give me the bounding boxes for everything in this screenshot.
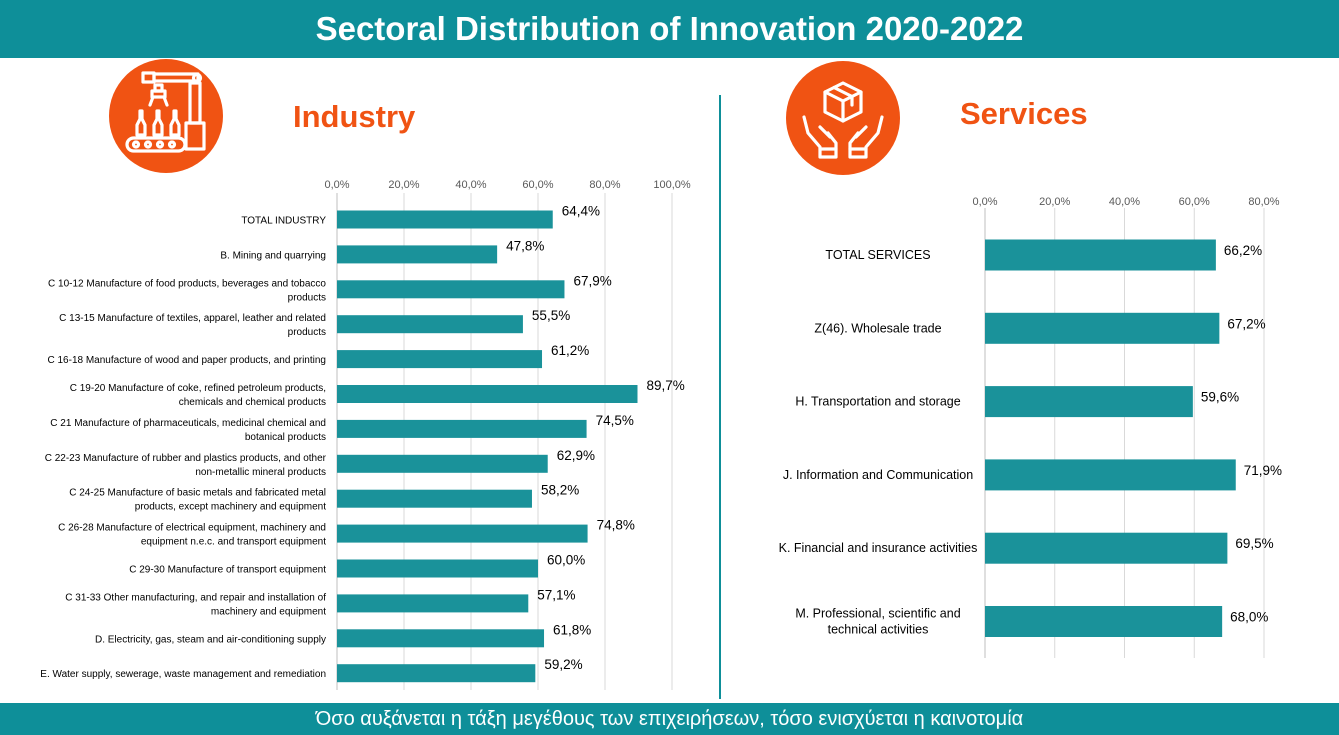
tick-label: 60,0%	[522, 179, 553, 191]
data-label: 69,5%	[1235, 536, 1273, 551]
tick-label: 80,0%	[1248, 196, 1279, 208]
bar	[337, 559, 538, 578]
data-label: 66,2%	[1224, 243, 1262, 258]
category-label: machinery and equipment	[211, 606, 326, 617]
bar	[985, 312, 1220, 344]
tick-label: 20,0%	[1039, 196, 1070, 208]
bar	[337, 489, 532, 508]
category-label: C 29-30 Manufacture of transport equipme…	[129, 565, 326, 576]
hands-holding-box-icon	[786, 61, 900, 175]
services-bar-chart: 0,0% 20,0% 40,0% 60,0% 80,0% 66,2% TOTAL SERVI…	[779, 196, 1282, 658]
category-label: E. Water supply, sewerage, waste managem…	[40, 669, 326, 680]
category-label: C 22-23 Manufacture of rubber and plasti…	[45, 453, 327, 464]
category-label: C 16-18 Manufacture of wood and paper pr…	[47, 355, 326, 366]
data-label: 61,2%	[551, 343, 589, 358]
tick-label: 40,0%	[1109, 196, 1140, 208]
data-label: 71,9%	[1244, 463, 1282, 478]
data-label: 61,8%	[553, 622, 591, 637]
category-label: C 24-25 Manufacture of basic metals and …	[69, 488, 326, 499]
category-label: non-metallic mineral products	[195, 467, 326, 478]
category-label: Z(46). Wholesale trade	[814, 321, 941, 335]
services-heading: Services	[960, 96, 1088, 131]
category-label: M. Professional, scientific and	[795, 607, 960, 621]
data-label: 59,6%	[1201, 390, 1239, 405]
data-label: 57,1%	[537, 587, 575, 602]
bar	[337, 245, 498, 264]
category-label: products, except machinery and equipment	[135, 502, 326, 513]
category-label: C 10-12 Manufacture of food products, be…	[48, 278, 326, 289]
bar	[985, 459, 1236, 491]
category-label: TOTAL SERVICES	[825, 248, 930, 262]
bar	[337, 664, 536, 683]
category-label: technical activities	[828, 623, 929, 637]
data-label: 62,9%	[557, 448, 595, 463]
data-label: 55,5%	[532, 308, 570, 323]
data-label: 67,9%	[573, 273, 611, 288]
tick-label: 60,0%	[1179, 196, 1210, 208]
category-label: C 13-15 Manufacture of textiles, apparel…	[59, 313, 326, 324]
data-label: 60,0%	[547, 553, 585, 568]
bar	[985, 532, 1228, 564]
category-label: H. Transportation and storage	[795, 395, 960, 409]
bar	[337, 419, 587, 438]
bar	[337, 280, 565, 299]
category-label: B. Mining and quarrying	[220, 250, 326, 261]
bar	[337, 629, 545, 648]
bar	[337, 385, 638, 403]
bar	[337, 350, 543, 369]
footer-text: Όσο αυξάνεται η τάξη μεγέθους των επιχει…	[315, 708, 1024, 730]
category-label: TOTAL INDUSTRY	[241, 216, 326, 227]
data-label: 59,2%	[544, 657, 582, 672]
category-label: D. Electricity, gas, steam and air-condi…	[95, 634, 326, 645]
bar	[985, 386, 1193, 418]
data-label: 47,8%	[506, 238, 544, 253]
data-label: 74,8%	[597, 518, 635, 533]
tick-label: 80,0%	[589, 179, 620, 191]
industry-bar-chart: 0,0% 20,0% 40,0% 60,0% 80,0% 100,0% 64,4% TOTAL…	[40, 179, 691, 690]
bar	[337, 210, 553, 229]
category-label: equipment n.e.c. and transport equipment	[141, 537, 326, 548]
category-label: C 26-28 Manufacture of electrical equipm…	[58, 523, 326, 534]
bar	[337, 594, 529, 613]
data-label: 58,2%	[541, 483, 579, 498]
category-label: K. Financial and insurance activities	[779, 541, 978, 555]
tick-label: 100,0%	[653, 179, 691, 191]
bar	[337, 524, 588, 543]
tick-label: 0,0%	[972, 196, 997, 208]
data-label: 74,5%	[596, 413, 634, 428]
title-banner: Sectoral Distribution of Innovation 2020…	[0, 0, 1339, 58]
category-label: C 31-33 Other manufacturing, and repair …	[65, 592, 326, 603]
tick-label: 20,0%	[388, 179, 419, 191]
category-label: products	[288, 292, 326, 303]
page-title: Sectoral Distribution of Innovation 2020…	[315, 10, 1024, 47]
category-label: J. Information and Communication	[783, 468, 973, 482]
category-label: products	[288, 327, 326, 338]
footer-banner: Όσο αυξάνεται η τάξη μεγέθους των επιχει…	[0, 703, 1339, 735]
tick-label: 40,0%	[455, 179, 486, 191]
data-label: 67,2%	[1227, 316, 1265, 331]
bar	[337, 315, 523, 334]
category-label: botanical products	[245, 432, 326, 443]
tick-label: 0,0%	[324, 179, 349, 191]
data-label: 64,4%	[562, 204, 600, 219]
data-label: 89,7%	[646, 378, 684, 393]
bar	[337, 454, 548, 473]
robot-arm-assembly-line-icon	[109, 59, 223, 173]
bar	[985, 606, 1223, 637]
category-label: C 19-20 Manufacture of coke, refined pet…	[70, 383, 326, 394]
category-label: C 21 Manufacture of pharmaceuticals, med…	[50, 418, 326, 429]
data-label: 68,0%	[1230, 610, 1268, 625]
industry-heading: Industry	[293, 99, 416, 134]
section-divider	[719, 95, 721, 699]
bar	[985, 239, 1216, 271]
category-label: chemicals and chemical products	[179, 397, 326, 408]
